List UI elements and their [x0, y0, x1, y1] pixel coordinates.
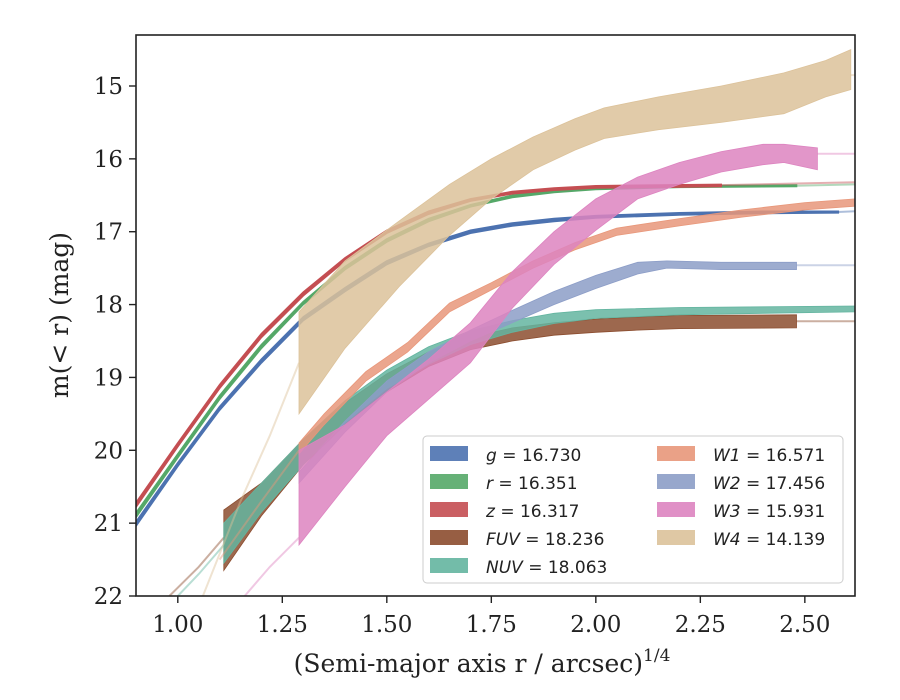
- x-tick-label: 1.75: [466, 612, 517, 638]
- y-axis-label: m(< r) (mag): [45, 232, 74, 398]
- series-w1-extension: [218, 449, 300, 561]
- x-axis-ticks: 1.00 1.25 1.50 1.75 2.00 2.25 2.50: [152, 596, 830, 638]
- series-w1-band: [298, 198, 855, 455]
- legend-swatch: [430, 474, 468, 489]
- x-axis-label: (Semi-major axis r / arcsec)1/4: [294, 646, 671, 678]
- series-bands: [136, 48, 855, 596]
- x-axis-label-exponent: 1/4: [643, 646, 670, 666]
- legend-label: r = 16.351: [486, 474, 578, 494]
- plot-frame: [135, 34, 856, 597]
- legend-label: FUV = 18.236: [486, 530, 604, 550]
- legend-label: W3 = 15.931: [713, 502, 825, 522]
- series-w3-extension: [243, 536, 300, 596]
- series-fuv-extension: [168, 537, 225, 596]
- series-w4-band: [298, 48, 852, 416]
- legend-label: NUV = 18.063: [486, 558, 607, 578]
- legend-swatch: [657, 446, 695, 461]
- legend-swatch: [430, 502, 468, 517]
- legend-label: z = 16.317: [485, 502, 579, 522]
- y-tick-label: 17: [94, 220, 123, 246]
- legend-item-w4: W4 = 14.139: [657, 530, 825, 550]
- series-w4: [201, 48, 855, 596]
- x-tick-label: 1.50: [361, 612, 412, 638]
- y-tick-label: 22: [94, 584, 123, 610]
- y-tick-label: 18: [94, 293, 123, 319]
- legend-item-fuv: FUV = 18.236: [430, 530, 604, 550]
- legend-item-w1: W1 = 16.571: [657, 446, 825, 466]
- legend-swatch: [657, 502, 695, 517]
- series-z-band: [136, 183, 723, 509]
- legend-label: g = 16.730: [486, 446, 581, 466]
- legend-swatch: [430, 530, 468, 545]
- legend-swatch: [430, 446, 468, 461]
- legend-item-nuv: NUV = 18.063: [430, 558, 607, 578]
- x-tick-label: 1.00: [152, 612, 203, 638]
- series-z: [136, 181, 855, 509]
- legend-item-w2: W2 = 17.456: [657, 474, 825, 494]
- legend-swatch: [657, 474, 695, 489]
- legend-item-z: z = 16.317: [430, 502, 579, 522]
- series-w1: [218, 198, 855, 561]
- y-tick-label: 21: [94, 511, 123, 537]
- x-tick-label: 2.50: [779, 612, 830, 638]
- legend-box: [422, 435, 844, 584]
- series-w3: [243, 143, 855, 596]
- legend: g = 16.730 r = 16.351 z = 16.317 FUV = 18.2…: [422, 435, 844, 584]
- series-w4-extension: [201, 362, 300, 596]
- legend-swatch: [430, 558, 468, 573]
- y-tick-label: 20: [94, 438, 123, 464]
- legend-label: W2 = 17.456: [713, 474, 825, 494]
- y-tick-label: 16: [94, 147, 123, 173]
- legend-item-g: g = 16.730: [430, 446, 581, 466]
- y-axis-ticks: 15 16 17 18 19 20 21 22: [94, 74, 136, 610]
- legend-label: W1 = 16.571: [713, 446, 825, 466]
- x-tick-label: 2.00: [570, 612, 621, 638]
- series-w3-band: [298, 143, 818, 547]
- series-r-extension: [796, 183, 855, 187]
- y-tick-label: 15: [94, 74, 123, 100]
- x-tick-label: 2.25: [675, 612, 726, 638]
- legend-item-r: r = 16.351: [430, 474, 578, 494]
- y-tick-label: 19: [94, 365, 123, 391]
- legend-item-w3: W3 = 15.931: [657, 502, 825, 522]
- series-nuv-extension: [177, 544, 225, 596]
- x-tick-label: 1.25: [257, 612, 308, 638]
- series-z-extension: [721, 181, 855, 187]
- legend-swatch: [657, 530, 695, 545]
- legend-label: W4 = 14.139: [713, 530, 825, 550]
- series-g-extension: [838, 210, 855, 213]
